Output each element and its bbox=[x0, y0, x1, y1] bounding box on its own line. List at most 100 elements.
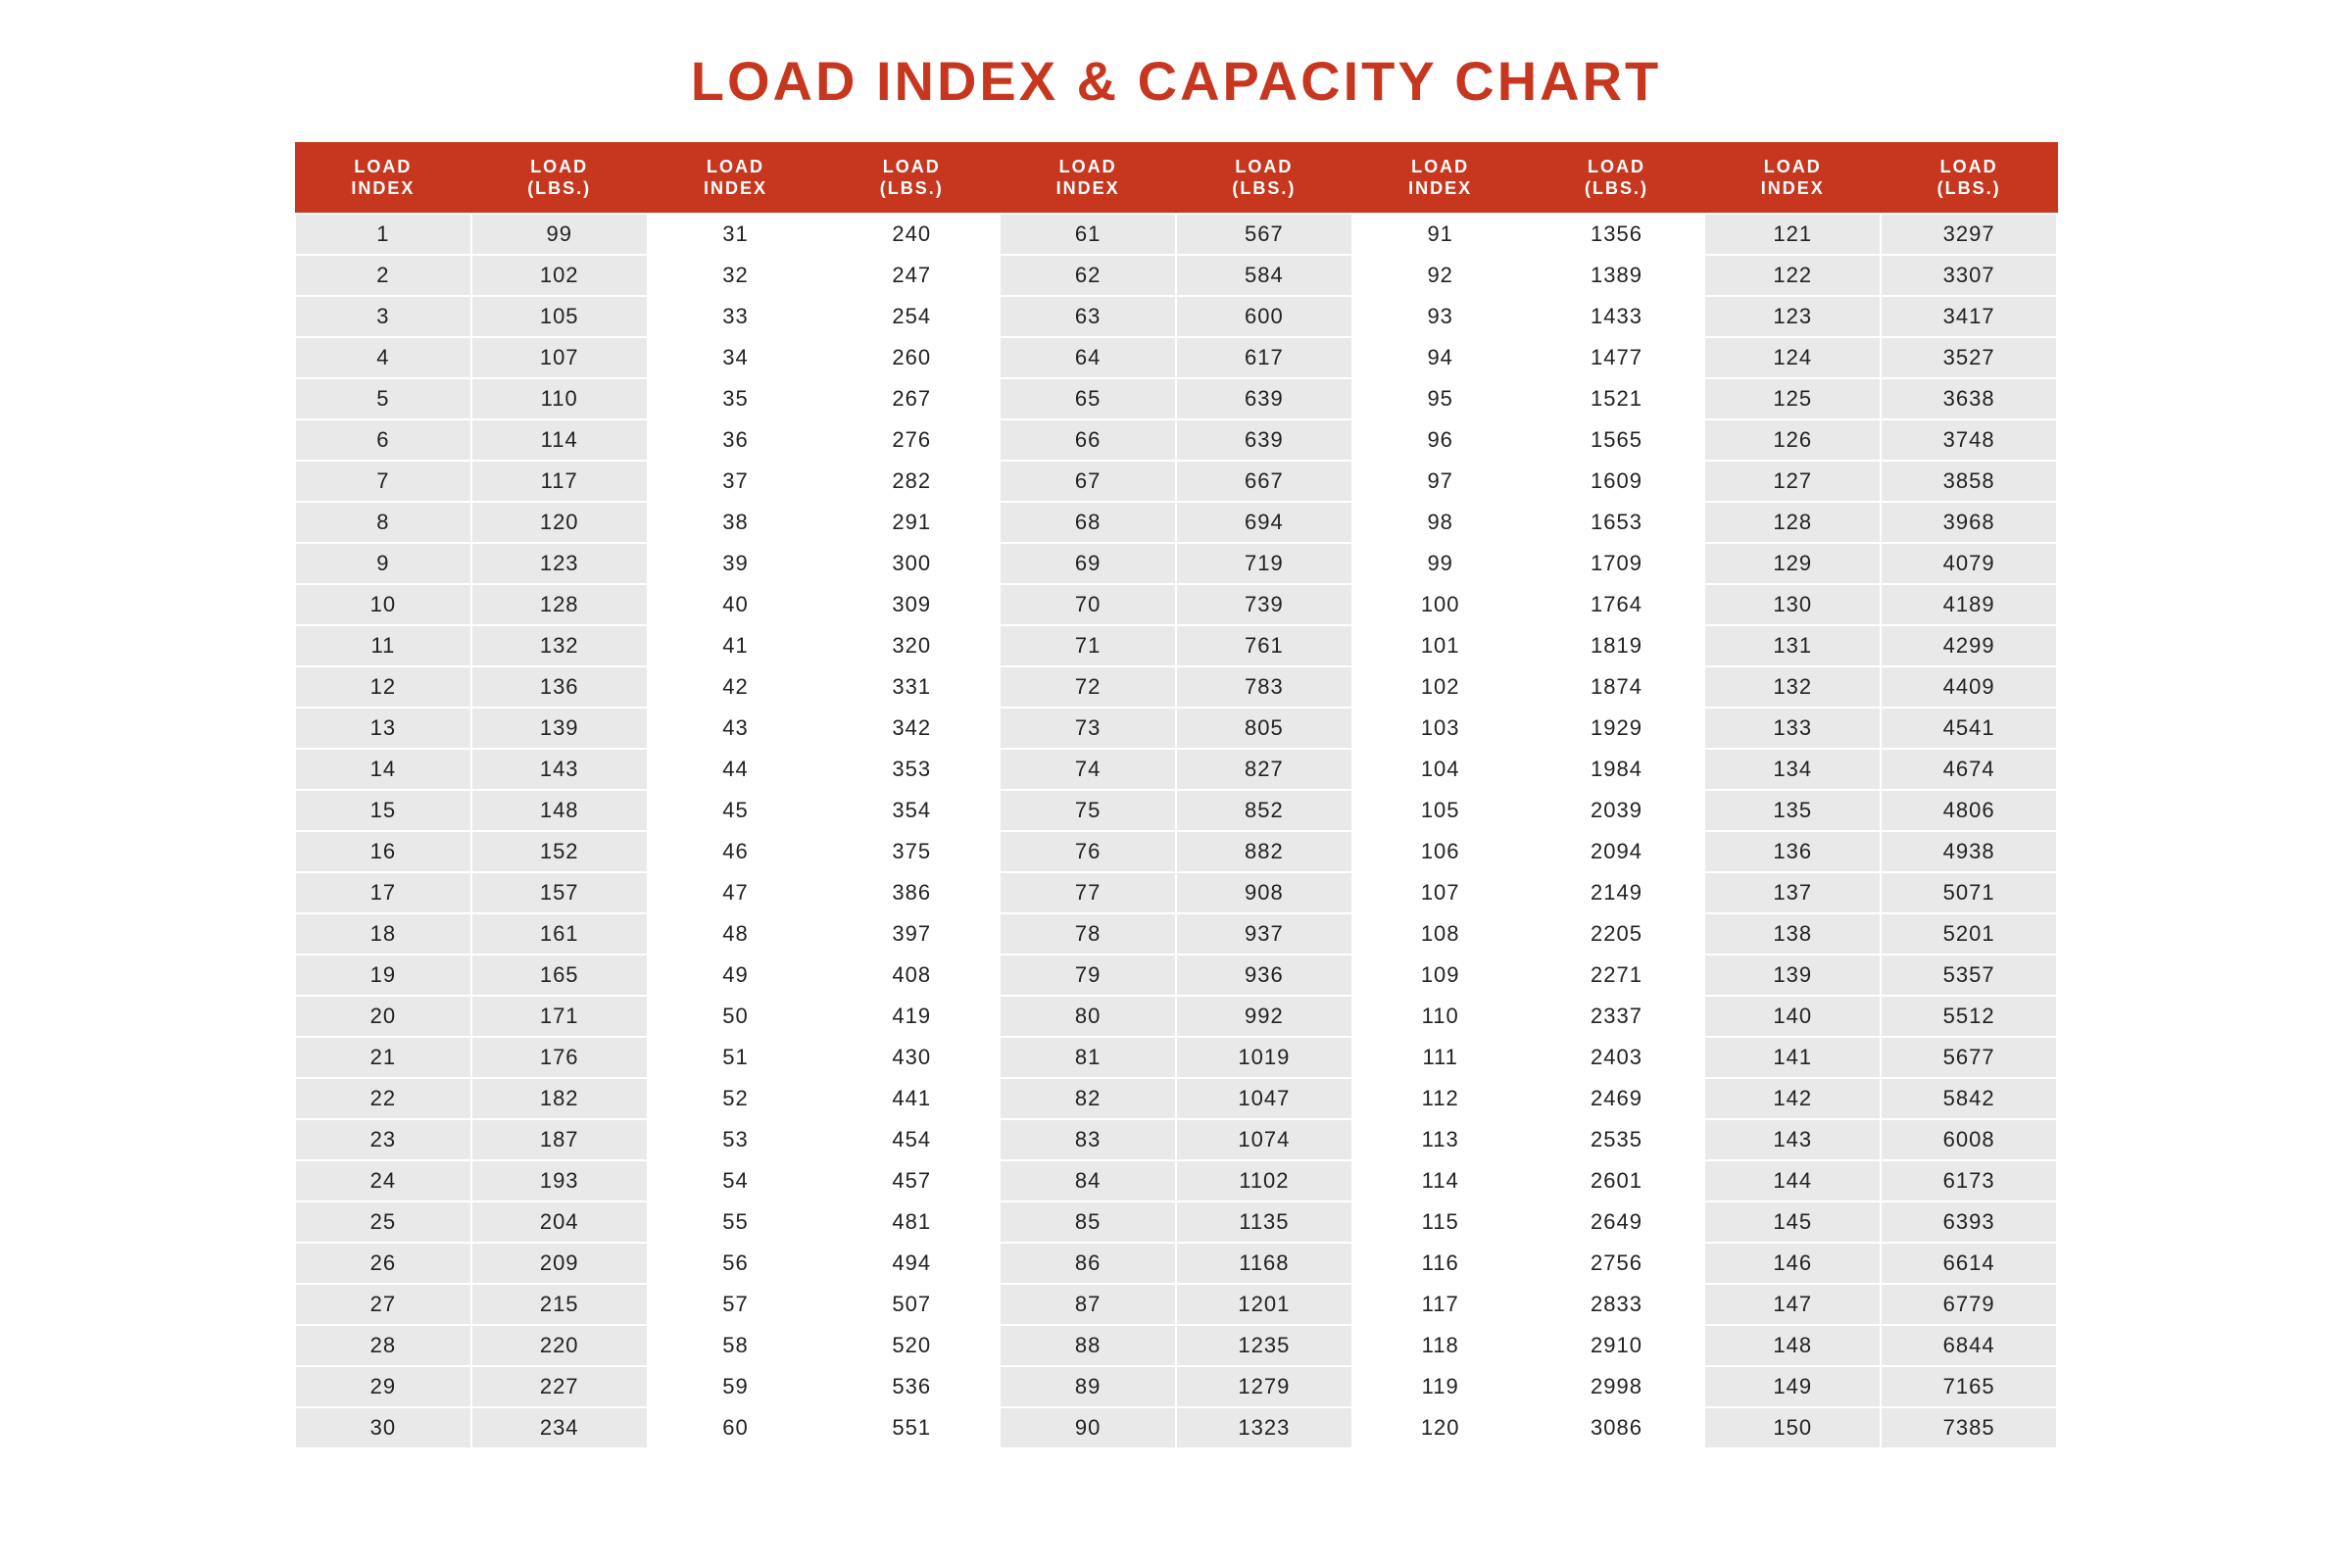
cell-load-index: 20 bbox=[295, 996, 471, 1037]
cell-load-lbs: 2149 bbox=[1529, 872, 1705, 913]
cell-load-lbs: 4189 bbox=[1881, 584, 2057, 625]
cell-load-index: 44 bbox=[648, 749, 824, 790]
cell-load-lbs: 171 bbox=[471, 996, 648, 1037]
table-row: 19931240615679113561213297 bbox=[295, 214, 2057, 255]
cell-load-lbs: 494 bbox=[823, 1243, 1000, 1284]
cell-load-index: 148 bbox=[1704, 1325, 1881, 1366]
cell-load-lbs: 1477 bbox=[1529, 337, 1705, 378]
cell-load-lbs: 1764 bbox=[1529, 584, 1705, 625]
table-row: 410734260646179414771243527 bbox=[295, 337, 2057, 378]
cell-load-index: 19 bbox=[295, 955, 471, 996]
table-row: 210232247625849213891223307 bbox=[295, 255, 2057, 296]
table-row: 17157473867790810721491375071 bbox=[295, 872, 2057, 913]
cell-load-lbs: 536 bbox=[823, 1366, 1000, 1407]
cell-load-lbs: 2205 bbox=[1529, 913, 1705, 955]
cell-load-index: 72 bbox=[1000, 666, 1176, 708]
col-header-load-lbs: LOAD(LBS.) bbox=[1529, 143, 1705, 215]
table-row: 711737282676679716091273858 bbox=[295, 461, 2057, 502]
cell-load-lbs: 240 bbox=[823, 214, 1000, 255]
cell-load-index: 68 bbox=[1000, 502, 1176, 543]
cell-load-lbs: 300 bbox=[823, 543, 1000, 584]
cell-load-index: 14 bbox=[295, 749, 471, 790]
cell-load-lbs: 1102 bbox=[1176, 1160, 1352, 1201]
table-row: 302346055190132312030861507385 bbox=[295, 1407, 2057, 1448]
cell-load-lbs: 694 bbox=[1176, 502, 1352, 543]
cell-load-lbs: 1019 bbox=[1176, 1037, 1352, 1078]
cell-load-lbs: 4938 bbox=[1881, 831, 2057, 872]
cell-load-lbs: 254 bbox=[823, 296, 1000, 337]
cell-load-lbs: 457 bbox=[823, 1160, 1000, 1201]
cell-load-lbs: 5842 bbox=[1881, 1078, 2057, 1119]
cell-load-index: 79 bbox=[1000, 955, 1176, 996]
cell-load-lbs: 7385 bbox=[1881, 1407, 2057, 1448]
cell-load-lbs: 132 bbox=[471, 625, 648, 666]
cell-load-lbs: 761 bbox=[1176, 625, 1352, 666]
cell-load-index: 95 bbox=[1352, 378, 1529, 419]
cell-load-lbs: 2271 bbox=[1529, 955, 1705, 996]
cell-load-lbs: 2039 bbox=[1529, 790, 1705, 831]
cell-load-index: 35 bbox=[648, 378, 824, 419]
cell-load-lbs: 2469 bbox=[1529, 1078, 1705, 1119]
cell-load-lbs: 342 bbox=[823, 708, 1000, 749]
cell-load-index: 62 bbox=[1000, 255, 1176, 296]
cell-load-index: 6 bbox=[295, 419, 471, 461]
cell-load-lbs: 3858 bbox=[1881, 461, 2057, 502]
cell-load-lbs: 430 bbox=[823, 1037, 1000, 1078]
cell-load-index: 21 bbox=[295, 1037, 471, 1078]
cell-load-lbs: 136 bbox=[471, 666, 648, 708]
cell-load-index: 50 bbox=[648, 996, 824, 1037]
cell-load-lbs: 852 bbox=[1176, 790, 1352, 831]
cell-load-lbs: 267 bbox=[823, 378, 1000, 419]
cell-load-lbs: 3086 bbox=[1529, 1407, 1705, 1448]
cell-load-index: 58 bbox=[648, 1325, 824, 1366]
cell-load-index: 86 bbox=[1000, 1243, 1176, 1284]
table-row: 310533254636009314331233417 bbox=[295, 296, 2057, 337]
cell-load-lbs: 99 bbox=[471, 214, 648, 255]
table-row: 611436276666399615651263748 bbox=[295, 419, 2057, 461]
cell-load-lbs: 667 bbox=[1176, 461, 1352, 502]
cell-load-index: 10 bbox=[295, 584, 471, 625]
cell-load-lbs: 520 bbox=[823, 1325, 1000, 1366]
cell-load-index: 47 bbox=[648, 872, 824, 913]
cell-load-index: 29 bbox=[295, 1366, 471, 1407]
cell-load-index: 56 bbox=[648, 1243, 824, 1284]
cell-load-index: 7 bbox=[295, 461, 471, 502]
cell-load-lbs: 3307 bbox=[1881, 255, 2057, 296]
cell-load-index: 55 bbox=[648, 1201, 824, 1243]
cell-load-index: 53 bbox=[648, 1119, 824, 1160]
table-header: LOADINDEXLOAD(LBS.)LOADINDEXLOAD(LBS.)LO… bbox=[295, 143, 2057, 215]
table-row: 15148453547585210520391354806 bbox=[295, 790, 2057, 831]
col-header-load-index: LOADINDEX bbox=[1000, 143, 1176, 215]
cell-load-index: 57 bbox=[648, 1284, 824, 1325]
cell-load-index: 114 bbox=[1352, 1160, 1529, 1201]
table-row: 19165494087993610922711395357 bbox=[295, 955, 2057, 996]
cell-load-lbs: 5512 bbox=[1881, 996, 2057, 1037]
cell-load-index: 91 bbox=[1352, 214, 1529, 255]
cell-load-index: 111 bbox=[1352, 1037, 1529, 1078]
cell-load-index: 38 bbox=[648, 502, 824, 543]
cell-load-lbs: 6614 bbox=[1881, 1243, 2057, 1284]
cell-load-lbs: 1874 bbox=[1529, 666, 1705, 708]
cell-load-index: 40 bbox=[648, 584, 824, 625]
cell-load-index: 1 bbox=[295, 214, 471, 255]
cell-load-lbs: 2601 bbox=[1529, 1160, 1705, 1201]
table-row: 12136423317278310218741324409 bbox=[295, 666, 2057, 708]
cell-load-lbs: 4541 bbox=[1881, 708, 2057, 749]
cell-load-lbs: 161 bbox=[471, 913, 648, 955]
table-row: 231875345483107411325351436008 bbox=[295, 1119, 2057, 1160]
col-header-load-index: LOADINDEX bbox=[295, 143, 471, 215]
table-row: 14143443537482710419841344674 bbox=[295, 749, 2057, 790]
cell-load-lbs: 908 bbox=[1176, 872, 1352, 913]
cell-load-lbs: 354 bbox=[823, 790, 1000, 831]
col-header-load-index: LOADINDEX bbox=[1704, 143, 1881, 215]
cell-load-index: 46 bbox=[648, 831, 824, 872]
cell-load-lbs: 783 bbox=[1176, 666, 1352, 708]
cell-load-index: 85 bbox=[1000, 1201, 1176, 1243]
cell-load-index: 33 bbox=[648, 296, 824, 337]
cell-load-index: 98 bbox=[1352, 502, 1529, 543]
cell-load-index: 119 bbox=[1352, 1366, 1529, 1407]
cell-load-index: 17 bbox=[295, 872, 471, 913]
cell-load-index: 26 bbox=[295, 1243, 471, 1284]
cell-load-lbs: 1609 bbox=[1529, 461, 1705, 502]
cell-load-lbs: 5677 bbox=[1881, 1037, 2057, 1078]
